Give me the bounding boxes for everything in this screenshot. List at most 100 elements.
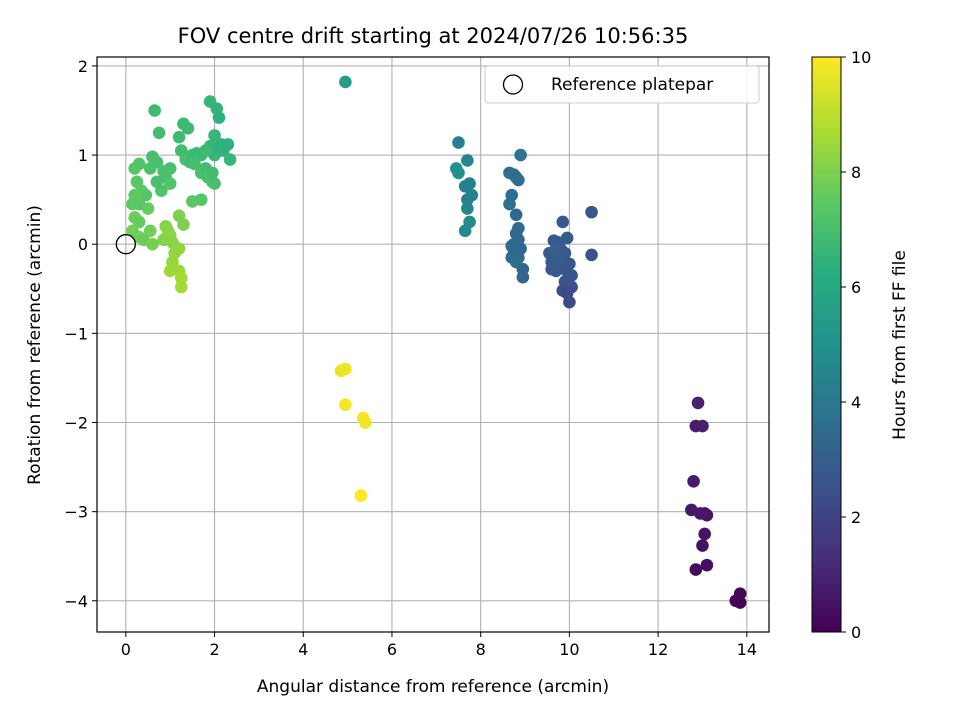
x-tick-label: 4	[298, 640, 308, 659]
data-point	[172, 242, 186, 255]
data-point	[157, 164, 170, 178]
x-tick-label: 0	[121, 640, 131, 659]
legend-entry-label: Reference platepar	[551, 75, 713, 95]
colorbar-tick-label: 4	[851, 393, 861, 412]
data-point	[132, 215, 146, 229]
data-point	[188, 157, 201, 171]
data-point	[208, 177, 221, 190]
data-point	[461, 202, 474, 215]
data-point	[174, 280, 188, 294]
data-point	[685, 503, 698, 517]
x-axis-ticks: 0 2 4 6 8 10 12 14	[121, 632, 757, 659]
grid-lines	[97, 57, 769, 632]
data-point	[354, 489, 368, 502]
data-point	[516, 270, 530, 284]
data-point	[698, 527, 711, 541]
data-point	[691, 396, 705, 410]
data-point	[696, 419, 709, 433]
colorbar-ticks: 0 2 4 6 8 10	[841, 48, 871, 642]
data-point	[177, 218, 190, 231]
x-tick-label: 12	[648, 640, 668, 659]
data-point	[458, 179, 472, 193]
data-point	[181, 122, 195, 135]
data-point	[359, 416, 372, 429]
reference-platepar-marker	[115, 234, 136, 255]
data-point	[161, 224, 175, 238]
data-point	[221, 138, 235, 151]
colorbar-gradient	[811, 56, 842, 633]
plot-frame	[96, 56, 770, 633]
data-point	[552, 255, 565, 269]
data-point	[334, 364, 348, 378]
data-point	[128, 162, 142, 175]
data-point	[461, 193, 474, 206]
colorbar-tick-label: 6	[851, 278, 861, 297]
data-point	[687, 475, 700, 488]
legend-reference-marker	[502, 74, 524, 95]
data-point	[150, 175, 164, 189]
data-point	[148, 104, 161, 117]
data-point	[208, 129, 221, 142]
x-axis-label: Angular distance from reference (arcmin)	[257, 677, 609, 697]
x-tick-label: 6	[387, 640, 397, 659]
colorbar-tick-label: 2	[851, 508, 861, 527]
data-point	[212, 111, 226, 124]
data-point	[700, 558, 714, 572]
y-tick-label: −4	[64, 592, 88, 611]
data-point	[199, 144, 212, 157]
y-tick-label: 2	[78, 57, 88, 76]
colorbar-tick-label: 8	[851, 163, 861, 182]
data-point	[585, 248, 598, 262]
data-point	[139, 188, 153, 202]
x-tick-label: 8	[476, 640, 486, 659]
colorbar-label: Hours from first FF file	[890, 250, 910, 440]
data-point	[733, 587, 747, 600]
data-point	[689, 563, 703, 576]
data-point	[696, 539, 709, 552]
data-point	[509, 208, 523, 222]
y-axis-label: Rotation from reference (arcmin)	[25, 205, 45, 485]
x-tick-label: 2	[209, 640, 219, 659]
data-point	[163, 264, 177, 278]
data-point	[206, 166, 219, 180]
data-point	[556, 215, 570, 229]
data-point	[503, 197, 516, 211]
data-point	[514, 148, 527, 162]
data-point	[152, 126, 166, 140]
chart-title: FOV centre drift starting at 2024/07/26 …	[178, 24, 689, 48]
data-point	[461, 154, 474, 167]
y-tick-label: −3	[64, 503, 88, 522]
y-tick-label: 0	[78, 235, 88, 254]
data-point	[565, 269, 578, 282]
data-point	[172, 130, 186, 144]
data-point	[452, 136, 465, 149]
data-point	[143, 224, 157, 238]
data-point	[563, 257, 576, 271]
colorbar: 0 2 4 6 8 10 Hours from first FF file	[811, 48, 910, 642]
y-axis-ticks: −4 −3 −2 −1 0 1 2	[64, 57, 97, 611]
data-point	[514, 242, 527, 255]
data-point	[563, 295, 576, 309]
data-point	[558, 246, 572, 260]
data-point	[174, 271, 188, 285]
data-point	[223, 153, 237, 166]
data-point	[146, 237, 159, 251]
y-tick-label: −2	[64, 414, 88, 433]
x-tick-label: 14	[737, 640, 757, 659]
colorbar-tick-label: 10	[851, 48, 871, 67]
y-tick-label: 1	[78, 146, 88, 165]
data-point	[512, 173, 525, 187]
colorbar-tick-label: 0	[851, 623, 861, 642]
data-point	[163, 177, 177, 190]
legend-box	[484, 65, 760, 104]
data-point	[186, 195, 199, 208]
data-point	[585, 205, 598, 219]
data-point	[339, 75, 352, 89]
data-points	[126, 75, 747, 609]
y-tick-label: −1	[64, 324, 88, 343]
data-point	[143, 162, 157, 175]
data-point	[452, 166, 465, 180]
legend: Reference platepar	[484, 65, 760, 104]
x-tick-label: 10	[559, 640, 579, 659]
